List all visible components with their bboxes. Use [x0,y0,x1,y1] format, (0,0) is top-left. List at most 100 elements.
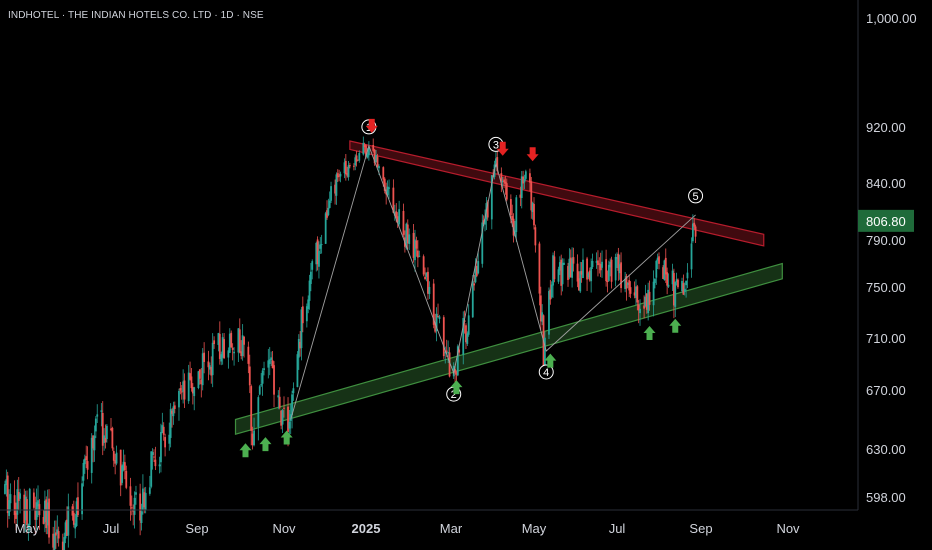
wave-label-circle [688,188,704,204]
candle-body [552,255,554,286]
candle-body [297,338,300,358]
candle-body [71,506,74,516]
candle-body [442,317,445,357]
candle-body [268,359,271,364]
candle-body [560,259,563,286]
candle-body [418,255,421,257]
candle-body [240,351,243,357]
candle-body [652,281,655,306]
candle-body [548,291,550,335]
candle-body [227,350,230,358]
x-tick-label: May [522,521,547,536]
candle-body [64,522,67,539]
candle-body [105,425,108,440]
x-tick-label: Nov [776,521,800,536]
candle-body [133,497,136,515]
price-candles [4,136,697,550]
candle-body [471,281,474,318]
x-tick-label: Sep [185,521,208,536]
candle-body [121,465,123,483]
candle-body [396,216,399,223]
candle-body [543,337,546,370]
candle-body [645,293,648,310]
candle-body [666,272,669,286]
candle-body [484,219,486,225]
candle-body [677,279,679,288]
candle-body [662,267,664,279]
candle-body [609,261,612,268]
wave-label-text: 2 [451,389,457,401]
candle-body [354,157,357,166]
time-axis[interactable]: May Jul Sep Nov 2025 Mar May Jul Sep Nov [0,509,858,536]
candle-body [273,365,275,395]
candle-body [241,335,244,357]
candle-body [529,173,531,183]
candle-body [567,266,569,280]
candle-body [561,262,564,285]
candle-body [201,353,204,386]
candle-body [568,258,571,278]
candle-body [373,149,376,164]
candle-body [667,284,670,287]
candle-body [523,179,526,183]
candle-body [46,502,49,526]
candle-body [210,366,213,376]
candle-body [599,264,602,271]
candle-body [34,509,37,520]
candle-body [197,371,200,389]
candle-body [81,483,83,515]
candle-body [308,280,311,301]
candle-body [260,384,263,386]
candle-body [178,390,180,408]
candle-body [658,256,660,264]
down-arrow-icon [365,118,378,133]
x-tick-label: Jul [103,521,120,536]
candle-body [52,533,55,548]
candle-body [533,204,535,226]
candle-body [655,260,658,278]
candle-body [168,434,171,444]
candle-body [358,153,361,161]
candle-body [530,181,533,211]
candle-body [578,278,580,291]
candle-body [6,475,9,514]
candle-body [620,262,622,289]
candle-body [189,373,191,380]
candle-body [75,501,78,527]
candle-body [458,349,461,353]
candle-body [32,492,35,508]
candle-body [334,184,336,194]
candle-body [694,226,697,237]
candle-body [243,336,245,345]
candle-body [326,210,328,218]
candle-body [140,511,143,524]
candle-body [257,397,260,427]
x-tick-label: Sep [689,521,712,536]
candle-body [475,265,478,276]
up-arrow-icon [669,318,682,333]
candle-body [495,158,497,164]
candle-body [582,259,584,278]
candle-body [15,512,17,519]
candle-body [94,418,97,432]
trend-channels [234,140,783,436]
x-tick-label: Nov [272,521,296,536]
candle-body [606,281,609,283]
y-tick-label: 630.00 [866,442,906,457]
candle-body [571,258,573,278]
candle-body [625,276,628,289]
up-arrow-icon [450,380,463,395]
candle-body [132,509,135,512]
wave-label-text: 4 [543,367,549,379]
candle-body [281,410,284,425]
last-price-badge [858,209,914,232]
candle-body [392,187,395,213]
candle-body [591,260,594,267]
candle-body [292,388,295,394]
candle-body [382,167,385,180]
candle-body [412,232,415,258]
price-axis[interactable]: 1,000.00 920.00 840.00 790.00 750.00 710.00 67… [857,0,917,510]
x-tick-label: May [15,521,40,536]
candle-body [597,260,599,266]
